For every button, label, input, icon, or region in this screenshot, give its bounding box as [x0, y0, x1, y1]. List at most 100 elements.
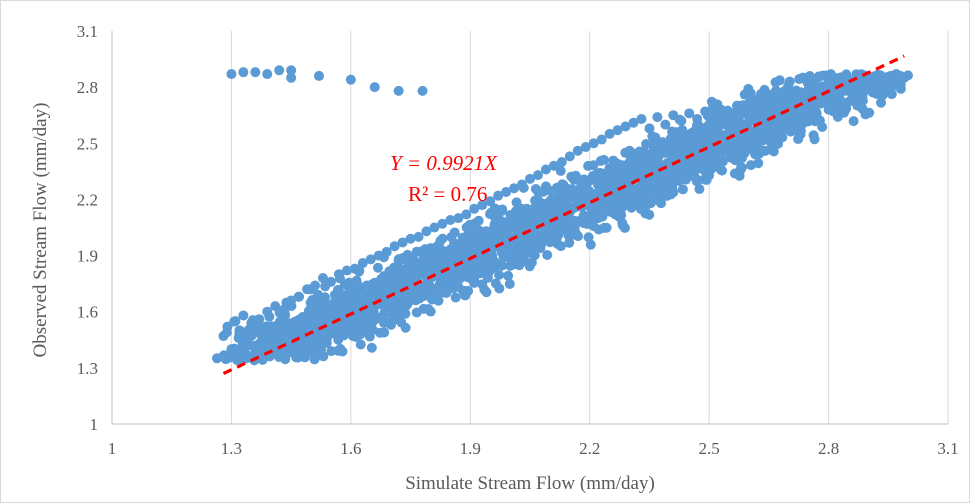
- data-point: [238, 310, 249, 321]
- data-point: [255, 337, 266, 348]
- data-point: [274, 316, 285, 327]
- data-point: [747, 144, 758, 155]
- data-point: [396, 265, 407, 276]
- data-point: [423, 303, 434, 314]
- data-point: [542, 249, 553, 260]
- data-point: [576, 180, 587, 191]
- data-point: [542, 220, 553, 231]
- data-point: [461, 209, 472, 220]
- data-point: [293, 291, 304, 302]
- data-point: [501, 250, 512, 261]
- data-point: [407, 252, 418, 263]
- data-point: [608, 202, 619, 213]
- data-point: [333, 345, 344, 356]
- data-point: [691, 124, 702, 135]
- data-point: [485, 196, 496, 207]
- data-point: [566, 192, 577, 203]
- data-point: [572, 145, 583, 156]
- data-point: [379, 315, 390, 326]
- data-point: [648, 179, 659, 190]
- data-point: [823, 100, 834, 111]
- data-point: [437, 233, 448, 244]
- data-point: [290, 321, 301, 332]
- data-point: [749, 125, 760, 136]
- data-point: [699, 174, 710, 185]
- data-point: [449, 238, 460, 249]
- data-point: [357, 258, 368, 269]
- x-tick-label: 2.8: [818, 439, 839, 458]
- data-point: [413, 231, 424, 242]
- data-point: [636, 204, 647, 215]
- data-point: [341, 265, 352, 276]
- y-tick-label: 1.6: [77, 303, 98, 322]
- data-point: [700, 122, 711, 133]
- data-point: [330, 294, 341, 305]
- data-point: [421, 226, 432, 237]
- data-point: [767, 142, 778, 153]
- data-point: [450, 272, 461, 283]
- data-point: [493, 190, 504, 201]
- data-point: [667, 126, 678, 137]
- r-squared-label: R² = 0.76: [408, 182, 487, 206]
- data-point: [405, 233, 416, 244]
- data-point: [835, 98, 846, 109]
- data-point: [793, 134, 804, 145]
- y-tick-label: 1: [90, 415, 99, 434]
- data-point: [387, 315, 398, 326]
- x-tick-label: 1.9: [460, 439, 481, 458]
- axes: [111, 31, 948, 425]
- data-point: [848, 116, 859, 127]
- data-point: [877, 76, 888, 87]
- data-point: [373, 277, 384, 288]
- data-point: [816, 94, 827, 105]
- x-tick-label: 3.1: [937, 439, 958, 458]
- data-point: [417, 282, 428, 293]
- data-point: [366, 342, 377, 353]
- data-point: [414, 246, 425, 257]
- data-point: [759, 84, 770, 95]
- data-point: [886, 72, 897, 83]
- data-point: [698, 134, 709, 145]
- data-point: [505, 260, 516, 271]
- data-point: [317, 273, 328, 284]
- data-point: [631, 159, 642, 170]
- data-point: [583, 160, 594, 171]
- data-point: [841, 69, 852, 80]
- data-point: [493, 220, 504, 231]
- data-point: [532, 199, 543, 210]
- data-point: [393, 85, 404, 96]
- data-point: [517, 179, 528, 190]
- y-tick-label: 2.5: [77, 134, 98, 153]
- data-point: [535, 243, 546, 254]
- data-point: [783, 80, 794, 91]
- data-point: [345, 74, 356, 85]
- data-point: [556, 157, 567, 167]
- data-point: [769, 97, 780, 108]
- data-point: [251, 321, 262, 332]
- data-point: [505, 210, 516, 221]
- data-point: [558, 179, 569, 190]
- data-point: [756, 110, 767, 121]
- data-point: [558, 194, 569, 205]
- data-point: [536, 235, 547, 246]
- data-point: [684, 166, 695, 177]
- data-point: [465, 268, 476, 279]
- data-point: [318, 297, 329, 308]
- data-point: [724, 141, 735, 152]
- data-point: [775, 121, 786, 132]
- data-point: [587, 171, 598, 182]
- data-point: [856, 101, 867, 112]
- data-point: [650, 132, 661, 143]
- data-point: [796, 87, 807, 98]
- data-point: [360, 298, 371, 309]
- data-point: [425, 250, 436, 261]
- data-point: [469, 203, 480, 214]
- data-point: [266, 321, 277, 332]
- data-point: [865, 81, 876, 92]
- data-point: [453, 213, 464, 224]
- trendline-equation: Y = 0.9921X: [390, 151, 498, 175]
- data-point: [477, 200, 488, 211]
- data-point: [516, 204, 527, 215]
- data-point: [221, 354, 232, 365]
- data-point: [583, 232, 594, 243]
